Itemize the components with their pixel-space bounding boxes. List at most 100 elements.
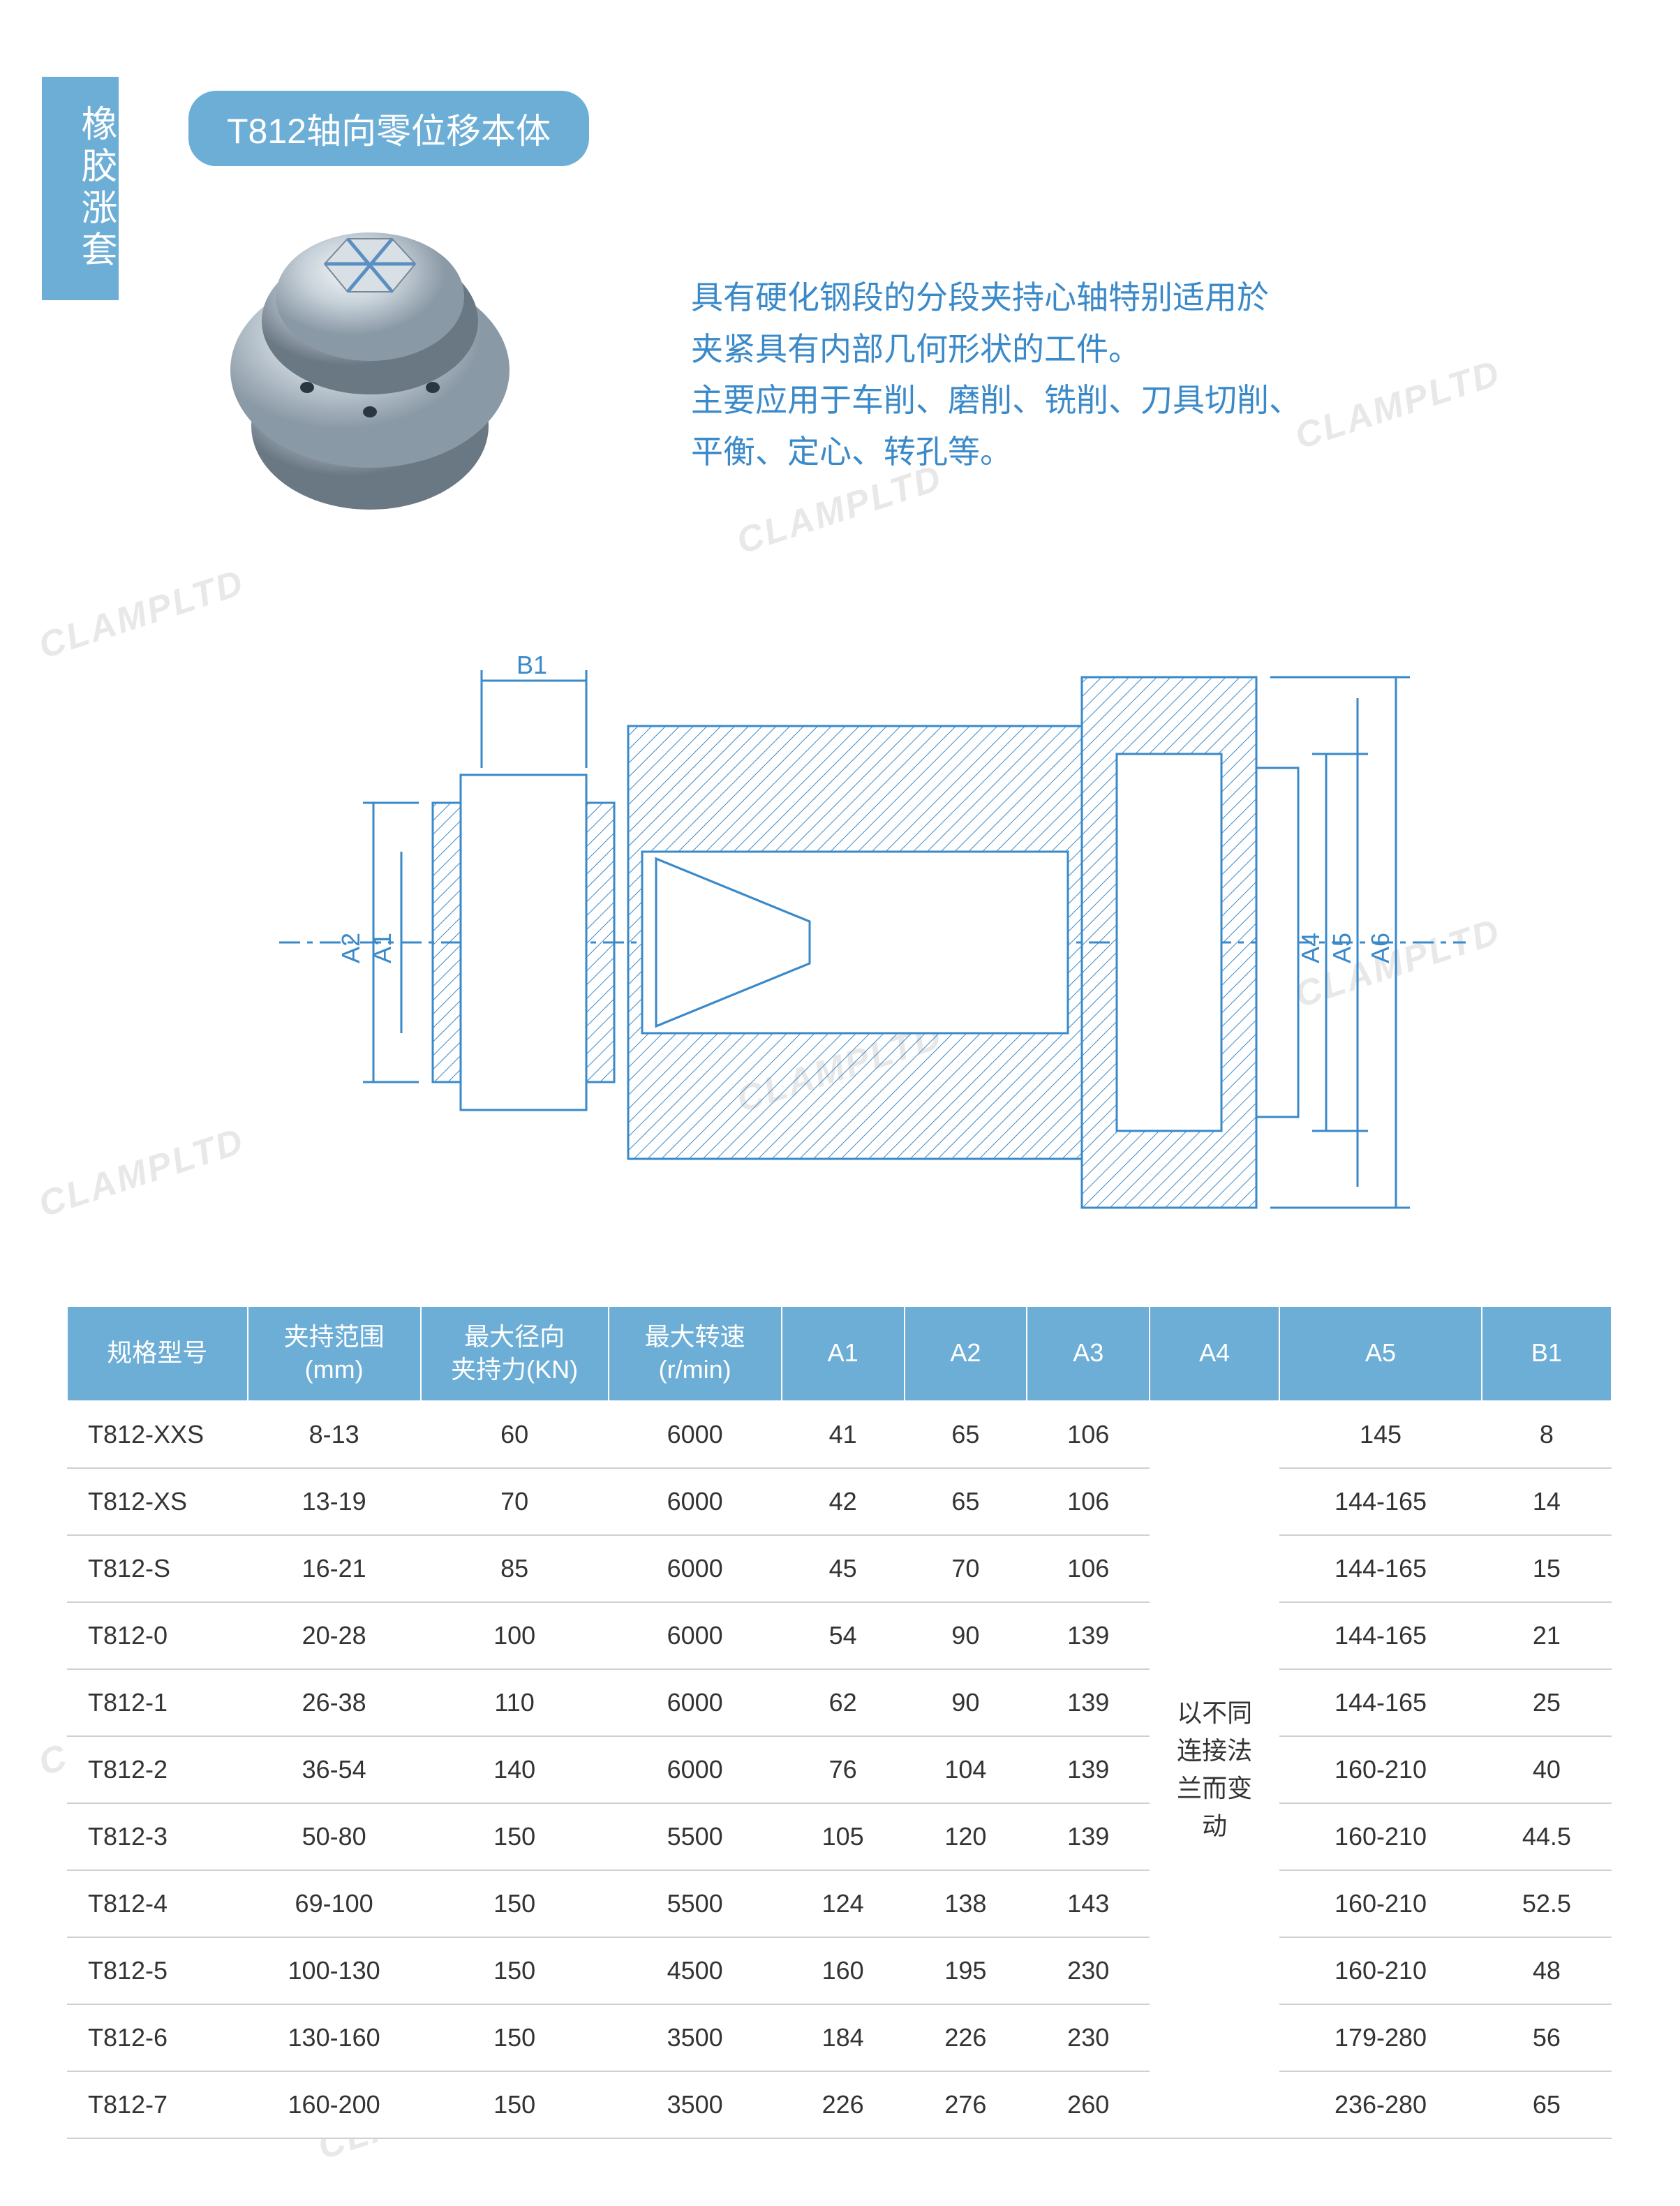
table-cell: 138 [905, 1870, 1027, 1937]
table-cell: 6000 [609, 1468, 782, 1535]
svg-text:A5: A5 [1328, 933, 1356, 963]
table-row: T812-020-2810060005490139144-16521 [67, 1602, 1612, 1669]
table-cell: 3500 [609, 2004, 782, 2071]
table-cell: 230 [1027, 2004, 1150, 2071]
table-cell: 139 [1027, 1736, 1150, 1803]
table-cell: 16-21 [248, 1535, 421, 1602]
page-title: T812轴向零位移本体 [188, 91, 589, 166]
table-header: A5 [1279, 1306, 1482, 1401]
table-header: 最大转速(r/min) [609, 1306, 782, 1401]
table-row: T812-236-54140600076104139160-21040 [67, 1736, 1612, 1803]
table-cell: T812-6 [67, 2004, 248, 2071]
table-header: 夹持范围(mm) [248, 1306, 421, 1401]
table-cell: 124 [782, 1870, 905, 1937]
table-cell: T812-5 [67, 1937, 248, 2004]
spec-table: 规格型号夹持范围(mm)最大径向夹持力(KN)最大转速(r/min)A1A2A3… [66, 1305, 1612, 2139]
table-cell: 45 [782, 1535, 905, 1602]
table-cell: 139 [1027, 1602, 1150, 1669]
technical-drawing: B1 A2 A1 A4 A5 A6 [279, 642, 1466, 1243]
table-cell: 42 [782, 1468, 905, 1535]
table-cell: T812-3 [67, 1803, 248, 1870]
table-cell: 8 [1482, 1401, 1612, 1468]
table-cell: 150 [421, 2071, 609, 2138]
table-cell: 85 [421, 1535, 609, 1602]
table-cell: 4500 [609, 1937, 782, 2004]
table-cell: 44.5 [1482, 1803, 1612, 1870]
table-cell: 226 [905, 2004, 1027, 2071]
table-cell: 62 [782, 1669, 905, 1736]
table-cell: 14 [1482, 1468, 1612, 1535]
table-cell: 179-280 [1279, 2004, 1482, 2071]
table-cell: 276 [905, 2071, 1027, 2138]
table-cell: 90 [905, 1602, 1027, 1669]
table-cell: 36-54 [248, 1736, 421, 1803]
table-cell: 150 [421, 1803, 609, 1870]
table-cell: 15 [1482, 1535, 1612, 1602]
table-row: T812-XS13-197060004265106144-16514 [67, 1468, 1612, 1535]
table-cell: T812-4 [67, 1870, 248, 1937]
table-cell: 230 [1027, 1937, 1150, 2004]
table-cell: 48 [1482, 1937, 1612, 2004]
table-row: T812-350-801505500105120139 160-21044.5 [67, 1803, 1612, 1870]
table-cell: 20-28 [248, 1602, 421, 1669]
table-cell: 260 [1027, 2071, 1150, 2138]
table-cell: 106 [1027, 1535, 1150, 1602]
table-cell: 104 [905, 1736, 1027, 1803]
table-cell: 56 [1482, 2004, 1612, 2071]
table-cell: 144-165 [1279, 1535, 1482, 1602]
product-image [188, 182, 551, 545]
table-header: A4 [1150, 1306, 1279, 1401]
table-cell: 130-160 [248, 2004, 421, 2071]
table-cell: 100-130 [248, 1937, 421, 2004]
table-cell: 195 [905, 1937, 1027, 2004]
table-cell: 140 [421, 1736, 609, 1803]
table-cell: 21 [1482, 1602, 1612, 1669]
table-cell: 143 [1027, 1870, 1150, 1937]
table-cell: 70 [421, 1468, 609, 1535]
table-cell: 139 [1027, 1669, 1150, 1736]
table-cell: T812-XXS [67, 1401, 248, 1468]
table-cell: 139 [1027, 1803, 1150, 1870]
table-cell: 6000 [609, 1602, 782, 1669]
table-cell: 6000 [609, 1401, 782, 1468]
table-cell: 106 [1027, 1468, 1150, 1535]
table-cell: 144-165 [1279, 1602, 1482, 1669]
watermark: CLAMPLTD [34, 1120, 250, 1226]
table-cell: T812-0 [67, 1602, 248, 1669]
table-header: 规格型号 [67, 1306, 248, 1401]
table-cell: T812-2 [67, 1736, 248, 1803]
table-cell: 40 [1482, 1736, 1612, 1803]
table-header: A1 [782, 1306, 905, 1401]
table-row: T812-6130-1601503500184226230179-28056 [67, 2004, 1612, 2071]
table-cell: 65 [905, 1401, 1027, 1468]
table-header: B1 [1482, 1306, 1612, 1401]
table-cell: 50-80 [248, 1803, 421, 1870]
table-cell: 5500 [609, 1803, 782, 1870]
table-cell: 69-100 [248, 1870, 421, 1937]
table-cell: 160-210 [1279, 1803, 1482, 1870]
table-cell: 8-13 [248, 1401, 421, 1468]
table-cell: T812-XS [67, 1468, 248, 1535]
table-cell: 60 [421, 1401, 609, 1468]
table-cell: 105 [782, 1803, 905, 1870]
description-line: 平衡、定心、转孔等。 [691, 427, 1529, 478]
table-cell: 110 [421, 1669, 609, 1736]
table-cell: 160 [782, 1937, 905, 2004]
table-cell: 3500 [609, 2071, 782, 2138]
table-header: A2 [905, 1306, 1027, 1401]
table-cell: 70 [905, 1535, 1027, 1602]
svg-text:A6: A6 [1366, 933, 1395, 963]
table-cell: 6000 [609, 1669, 782, 1736]
product-description: 具有硬化钢段的分段夹持心轴特别适用於夹紧具有内部几何形状的工件。主要应用于车削、… [691, 272, 1529, 478]
svg-text:A4: A4 [1296, 933, 1325, 963]
table-cell: 150 [421, 1937, 609, 2004]
table-cell: 120 [905, 1803, 1027, 1870]
table-cell: 144-165 [1279, 1669, 1482, 1736]
table-cell-merged-a4: 以不同连接法兰而变动 [1150, 1401, 1279, 2138]
table-cell: 90 [905, 1669, 1027, 1736]
table-cell: 160-210 [1279, 1736, 1482, 1803]
table-cell: 76 [782, 1736, 905, 1803]
svg-text:A2: A2 [336, 933, 365, 963]
table-cell: 144-165 [1279, 1468, 1482, 1535]
table-cell: 145 [1279, 1401, 1482, 1468]
